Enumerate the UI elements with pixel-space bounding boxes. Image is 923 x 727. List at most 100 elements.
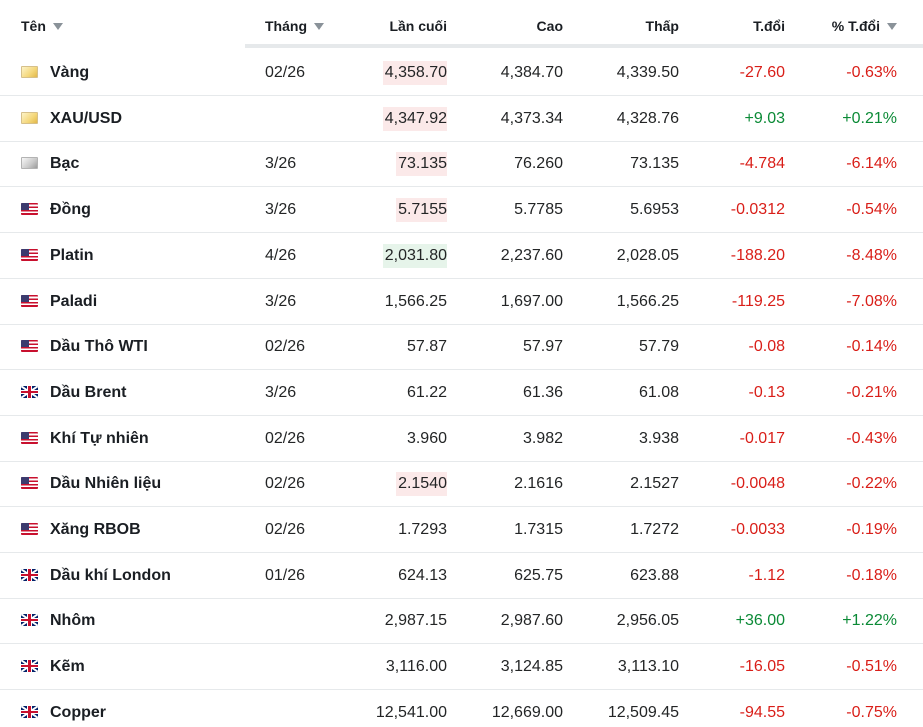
low-price: 623.88 xyxy=(630,566,679,584)
contract-month: 4/26 xyxy=(265,246,297,264)
low-price: 5.6953 xyxy=(630,201,679,219)
instrument-name-link[interactable]: Đồng xyxy=(50,201,91,219)
price-change-highlight xyxy=(396,472,447,497)
table-row[interactable]: Đồng 3/26 5.7155 5.7785 5.6953 -0.0312 -0.54% xyxy=(0,187,923,234)
change-percent: -7.08% xyxy=(846,292,897,310)
last-price: 1.7293 xyxy=(398,521,447,538)
price-change-highlight xyxy=(383,106,447,131)
change-percent: -8.48% xyxy=(846,246,897,264)
last-price: 2,031.80 xyxy=(384,246,447,264)
table-row[interactable]: Khí Tự nhiên 02/26 3.960 3.982 3.938 -0.017 -0… xyxy=(0,416,923,462)
header-last[interactable]: Lần cuối xyxy=(389,18,447,34)
table-row[interactable]: XAU/USD 4,347.92 4,373.34 4,328.76 +9.03 +0.2… xyxy=(0,96,923,142)
contract-month: 02/26 xyxy=(265,338,306,356)
low-price: 2.1527 xyxy=(630,475,679,493)
instrument-name-link[interactable]: Paladi xyxy=(50,292,98,310)
contract-month: 3/26 xyxy=(265,155,297,173)
instrument-name-link[interactable]: Dầu Nhiên liệu xyxy=(50,475,162,493)
instrument-name-link[interactable]: Dầu khí London xyxy=(50,566,171,584)
low-price: 3.938 xyxy=(638,429,679,447)
header-low[interactable]: Thấp xyxy=(645,18,679,34)
table-row[interactable]: Copper 12,541.00 12,669.00 12,509.45 -94.55 -… xyxy=(0,690,923,727)
us-flag-icon xyxy=(21,203,38,216)
high-price: 61.36 xyxy=(522,383,563,401)
header-change-pct[interactable]: % T.đổi xyxy=(832,16,897,36)
instrument-name-link[interactable]: Dầu Thô WTI xyxy=(50,338,148,356)
contract-month: 3/26 xyxy=(265,201,297,219)
table-row[interactable]: Nhôm 2,987.15 2,987.60 2,956.05 +36.00 +1.22% xyxy=(0,598,923,645)
table-row[interactable]: Vàng 02/26 4,358.70 4,384.70 4,339.50 -27.60 -… xyxy=(0,50,923,96)
sort-down-icon[interactable] xyxy=(314,22,324,30)
table-row[interactable]: Dầu Brent 3/26 61.22 61.36 61.08 -0.13 -0.21% xyxy=(0,370,923,416)
instrument-name-link[interactable]: Kẽm xyxy=(50,658,85,676)
us-flag-icon xyxy=(21,340,38,353)
contract-month: 02/26 xyxy=(265,521,306,538)
instrument-name-link[interactable]: XAU/USD xyxy=(50,109,123,127)
instrument-name-link[interactable]: Khí Tự nhiên xyxy=(50,429,149,447)
table-row[interactable]: Dầu Nhiên liệu 02/26 2.1540 2.1616 2.1527 -0.… xyxy=(0,461,923,508)
header-high[interactable]: Cao xyxy=(536,18,563,34)
us-flag-icon xyxy=(21,477,38,490)
change-value: -94.55 xyxy=(739,703,785,721)
high-price: 4,384.70 xyxy=(500,64,563,81)
change-percent: -0.21% xyxy=(846,383,897,401)
change-value: -0.0033 xyxy=(730,521,785,538)
table-row[interactable]: Dầu khí London 01/26 624.13 625.75 623.88 -1.… xyxy=(0,553,923,599)
table-row[interactable]: Paladi 3/26 1,566.25 1,697.00 1,566.25 -119.2… xyxy=(0,279,923,325)
table-row[interactable]: Xăng RBOB 02/26 1.7293 1.7315 1.7272 -0.0033 -… xyxy=(0,507,923,553)
header-name[interactable]: Tên xyxy=(21,16,63,36)
us-flag-icon xyxy=(21,248,38,261)
us-flag-icon xyxy=(21,523,38,535)
instrument-name-link[interactable]: Nhôm xyxy=(50,612,96,630)
low-price: 1,566.25 xyxy=(616,292,679,310)
high-price: 625.75 xyxy=(514,566,563,584)
low-price: 4,339.50 xyxy=(616,64,679,81)
contract-month: 01/26 xyxy=(265,566,306,584)
table-row[interactable]: Dầu Thô WTI 02/26 57.87 57.97 57.79 -0.08 -0.1… xyxy=(0,324,923,371)
low-price: 1.7272 xyxy=(630,521,679,538)
table-row[interactable]: Bạc 3/26 73.135 76.260 73.135 -4.784 -6.14% xyxy=(0,141,923,188)
change-percent: -0.51% xyxy=(846,658,897,676)
change-value: -0.08 xyxy=(748,338,785,356)
change-value: -188.20 xyxy=(730,246,785,264)
instrument-name-link[interactable]: Bạc xyxy=(50,155,80,173)
instrument-name-link[interactable]: Vàng xyxy=(50,64,90,81)
uk-flag-icon xyxy=(21,705,38,718)
table-header: Tên Tháng Lần cuối Cao Thấp T.đổi % T.đổ… xyxy=(0,0,923,48)
change-value: -0.017 xyxy=(739,429,785,447)
change-percent: -0.43% xyxy=(846,429,897,447)
low-price: 61.08 xyxy=(638,383,679,401)
change-value: +9.03 xyxy=(744,109,785,127)
instrument-name-link[interactable]: Dầu Brent xyxy=(50,383,127,401)
gold-icon xyxy=(21,111,38,124)
instrument-name-link[interactable]: Copper xyxy=(50,703,106,721)
low-price: 2,956.05 xyxy=(616,612,679,630)
uk-flag-icon xyxy=(21,385,38,398)
contract-month: 02/26 xyxy=(265,429,306,447)
instrument-name-link[interactable]: Platin xyxy=(50,246,94,264)
header-month[interactable]: Tháng xyxy=(265,16,324,36)
change-percent: -0.22% xyxy=(846,475,897,493)
change-value: -4.784 xyxy=(739,155,785,173)
silver-icon xyxy=(21,157,38,170)
sort-down-icon[interactable] xyxy=(52,22,63,30)
change-value: -0.0312 xyxy=(730,201,785,219)
last-price: 624.13 xyxy=(398,566,447,584)
us-flag-icon xyxy=(21,431,38,444)
header-change[interactable]: T.đổi xyxy=(753,18,785,34)
sort-down-icon[interactable] xyxy=(887,22,897,30)
last-price: 5.7155 xyxy=(398,201,447,219)
last-price: 3,116.00 xyxy=(385,658,447,676)
instrument-name-link[interactable]: Xăng RBOB xyxy=(50,521,141,538)
table-row[interactable]: Platin 4/26 2,031.80 2,237.60 2,028.05 -188.2… xyxy=(0,233,923,279)
last-price: 2,987.15 xyxy=(384,612,447,630)
high-price: 76.260 xyxy=(514,155,563,173)
table-row[interactable]: Kẽm 3,116.00 3,124.85 3,113.10 -16.05 -0.51% xyxy=(0,644,923,691)
high-price: 2.1616 xyxy=(514,475,563,493)
change-value: -1.12 xyxy=(748,566,785,584)
change-value: -119.25 xyxy=(731,292,785,310)
last-price: 12,541.00 xyxy=(375,703,447,721)
high-price: 1,697.00 xyxy=(500,292,563,310)
change-percent: -0.63% xyxy=(846,64,897,81)
uk-flag-icon xyxy=(21,568,38,581)
